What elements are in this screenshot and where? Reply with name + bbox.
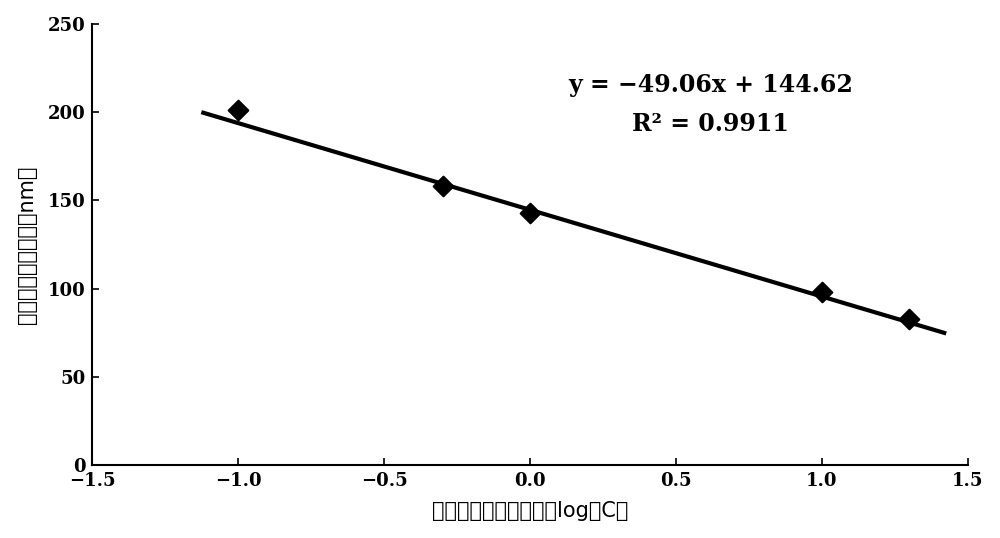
Point xyxy=(814,288,830,296)
Point xyxy=(522,208,538,217)
Y-axis label: 纳米棒的平均大小（nm）: 纳米棒的平均大小（nm） xyxy=(17,165,37,324)
Point xyxy=(901,314,917,323)
Text: R² = 0.9911: R² = 0.9911 xyxy=(632,112,789,136)
Point xyxy=(435,182,451,190)
Point xyxy=(230,106,246,115)
Text: y = −49.06x + 144.62: y = −49.06x + 144.62 xyxy=(568,74,853,97)
X-axis label: 氨苄青霉素的对数浓度log（C）: 氨苄青霉素的对数浓度log（C） xyxy=(432,501,628,521)
